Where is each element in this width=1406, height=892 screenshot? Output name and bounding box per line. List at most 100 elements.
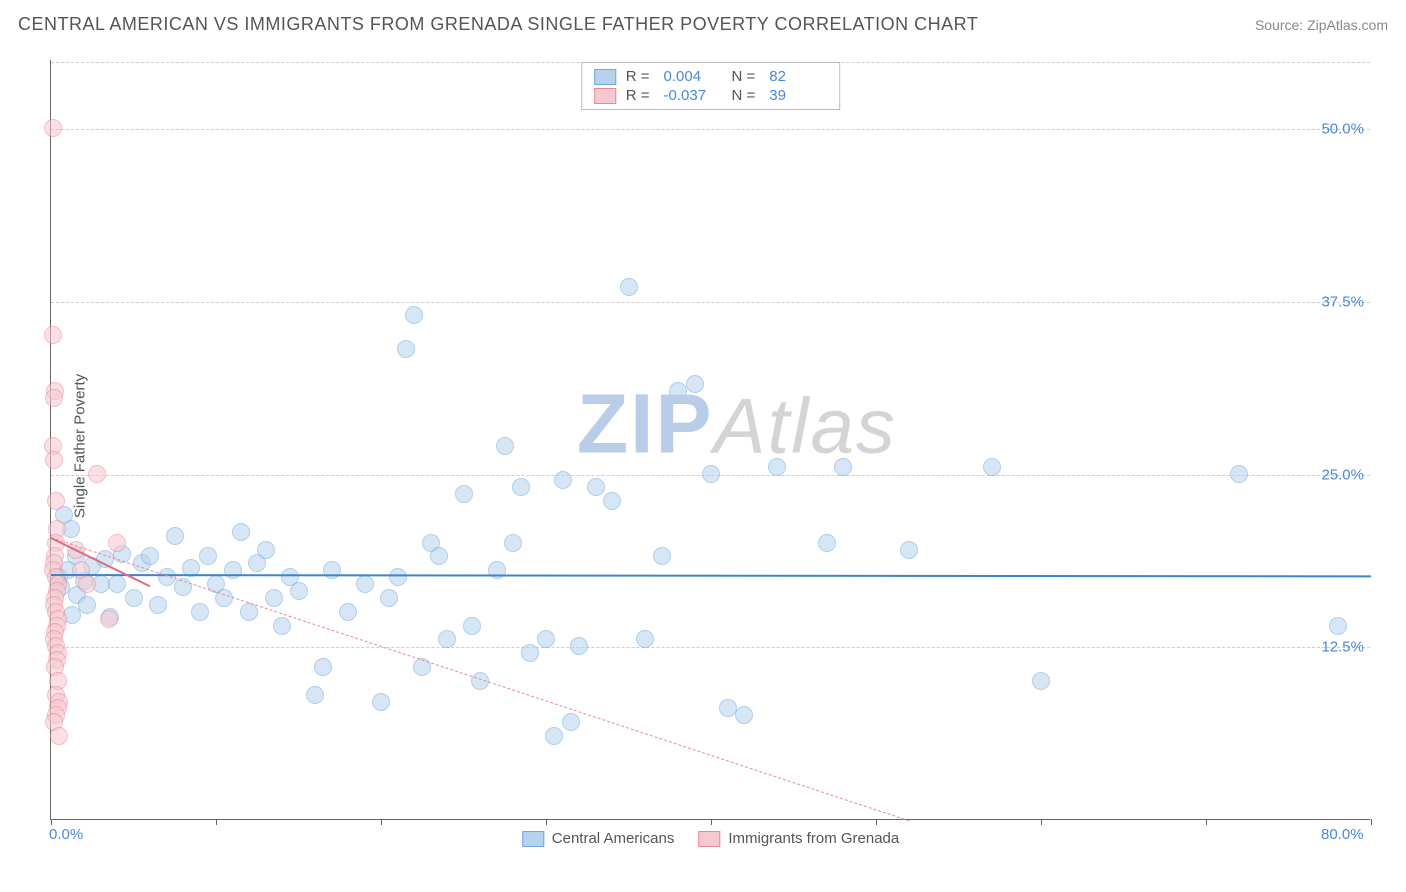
data-point [44,326,62,344]
data-point [45,451,63,469]
data-point [290,582,308,600]
x-tick-mark [711,819,712,825]
data-point [636,630,654,648]
n-label: N = [732,87,756,104]
x-tick-mark [216,819,217,825]
chart-header: CENTRAL AMERICAN VS IMMIGRANTS FROM GREN… [18,14,1388,35]
chart-source: Source: ZipAtlas.com [1255,17,1388,33]
n-label: N = [732,68,756,85]
data-point [389,568,407,586]
data-point [488,561,506,579]
data-point [570,637,588,655]
r-label: R = [626,68,650,85]
data-point [372,693,390,711]
legend-row: R = 0.004 N = 82 [594,67,828,86]
source-name: ZipAtlas.com [1307,17,1388,33]
data-point [78,596,96,614]
data-point [1032,672,1050,690]
data-point [314,658,332,676]
data-point [653,547,671,565]
legend-row: R = -0.037 N = 39 [594,86,828,105]
x-tick-mark [876,819,877,825]
trend-line [51,537,909,821]
gridline [51,129,1370,130]
data-point [50,727,68,745]
data-point [45,389,63,407]
gridline [51,647,1370,648]
data-point [224,561,242,579]
data-point [834,458,852,476]
correlation-legend: R = 0.004 N = 82 R = -0.037 N = 39 [581,62,841,110]
data-point [232,523,250,541]
data-point [191,603,209,621]
data-point [108,575,126,593]
x-tick-mark [1041,819,1042,825]
x-tick-mark [381,819,382,825]
scatter-chart: ZIPAtlas R =0.004N =82R =-0.037N =39 Cen… [50,60,1370,820]
data-point [323,561,341,579]
legend-label: Immigrants from Grenada [728,830,899,847]
data-point [983,458,1001,476]
n-value: 39 [769,87,819,104]
x-tick-label: 80.0% [1321,826,1364,843]
y-tick-label: 50.0% [1321,121,1364,138]
data-point [1230,465,1248,483]
data-point [587,478,605,496]
legend-item: Central Americans [522,830,675,847]
data-point [603,492,621,510]
data-point [397,340,415,358]
data-point [554,471,572,489]
legend-item: Immigrants from Grenada [698,830,899,847]
data-point [44,119,62,137]
x-tick-mark [51,819,52,825]
data-point [496,437,514,455]
data-point [512,478,530,496]
legend-swatch [522,831,544,847]
trend-line [51,574,1371,577]
x-tick-mark [1371,819,1372,825]
data-point [545,727,563,745]
watermark: ZIPAtlas [577,376,897,473]
y-tick-label: 37.5% [1321,293,1364,310]
gridline [51,302,1370,303]
data-point [199,547,217,565]
data-point [100,610,118,628]
r-value: 0.004 [664,68,714,85]
data-point [141,547,159,565]
data-point [88,465,106,483]
legend-swatch [698,831,720,847]
data-point [380,589,398,607]
data-point [125,589,143,607]
r-value: -0.037 [664,87,714,104]
data-point [702,465,720,483]
chart-title: CENTRAL AMERICAN VS IMMIGRANTS FROM GREN… [18,14,978,35]
data-point [78,575,96,593]
data-point [768,458,786,476]
data-point [166,527,184,545]
data-point [735,706,753,724]
watermark-atlas: Atlas [714,382,897,470]
data-point [669,382,687,400]
data-point [719,699,737,717]
data-point [265,589,283,607]
data-point [537,630,555,648]
data-point [504,534,522,552]
x-tick-mark [546,819,547,825]
source-prefix: Source: [1255,17,1307,33]
y-tick-label: 25.0% [1321,466,1364,483]
r-label: R = [626,87,650,104]
y-tick-label: 12.5% [1321,639,1364,656]
data-point [257,541,275,559]
data-point [273,617,291,635]
data-point [686,375,704,393]
n-value: 82 [769,68,819,85]
data-point [455,485,473,503]
data-point [438,630,456,648]
x-tick-mark [1206,819,1207,825]
data-point [463,617,481,635]
data-point [405,306,423,324]
data-point [900,541,918,559]
data-point [620,278,638,296]
series-legend: Central Americans Immigrants from Grenada [522,830,899,847]
data-point [356,575,374,593]
